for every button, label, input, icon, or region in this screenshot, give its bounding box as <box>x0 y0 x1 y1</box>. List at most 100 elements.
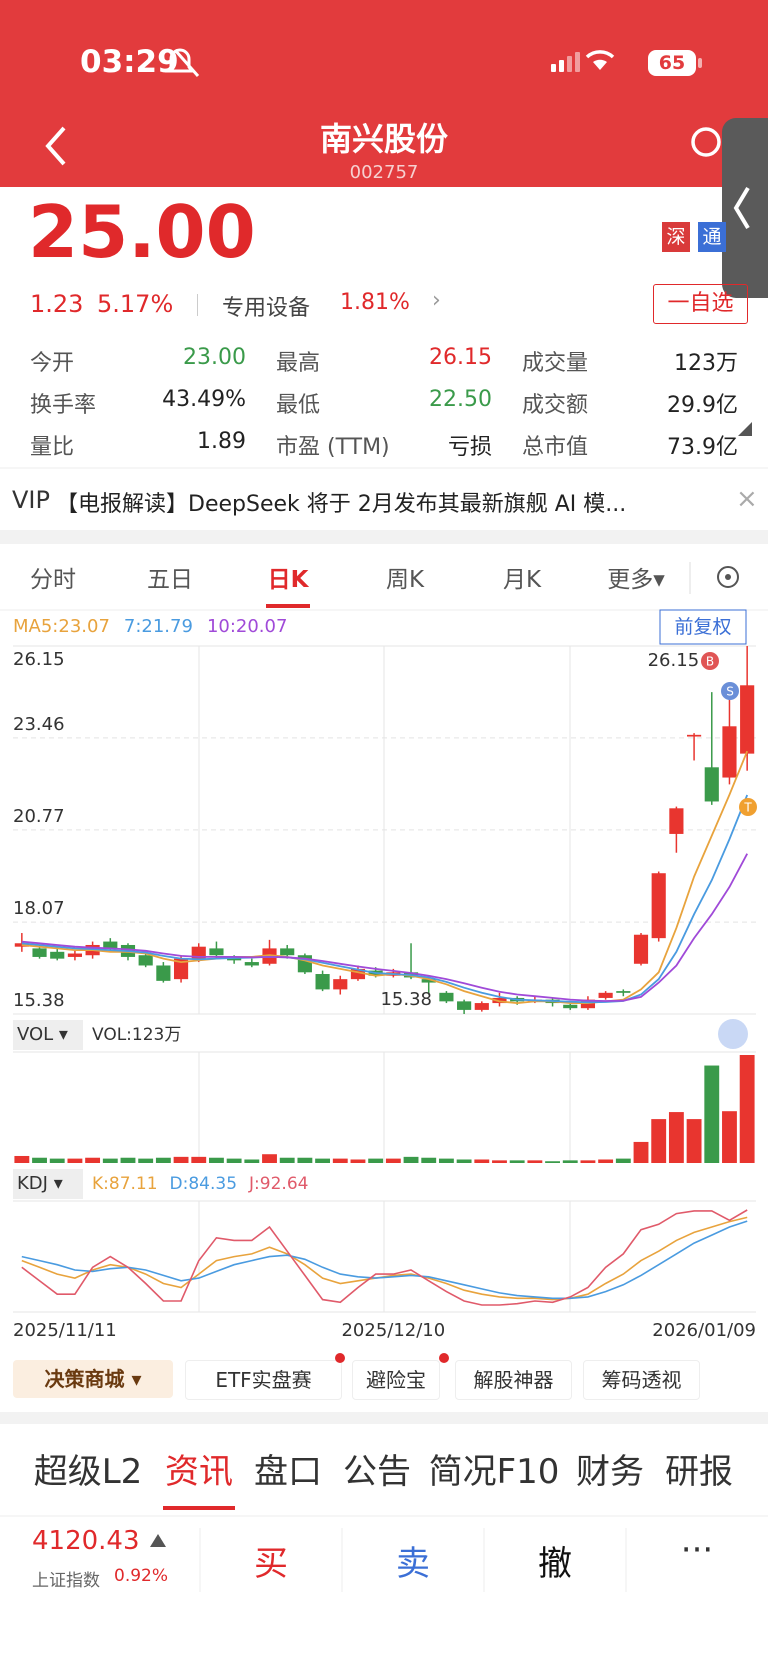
volume-bar <box>739 1055 755 1163</box>
candle-body <box>616 991 631 993</box>
volume-bar <box>474 1159 490 1163</box>
legend-label: 7:21.79 <box>124 616 193 637</box>
volume-bar <box>85 1157 101 1163</box>
candle-body <box>315 974 330 990</box>
status-icons <box>551 50 702 76</box>
volume-bar <box>704 1065 720 1163</box>
volume-selector: VOL ▾ <box>17 1024 68 1045</box>
kdj-line <box>21 1209 748 1306</box>
chart-tab[interactable]: 日K <box>267 567 309 593</box>
stock-name: 南兴股份 <box>319 120 448 158</box>
sell-button[interactable]: 卖 <box>396 1544 430 1584</box>
news-headline[interactable]: 【电报解读】DeepSeek 将于 2月发布其最新旗舰 AI 模... <box>56 492 627 517</box>
fullscreen-button[interactable] <box>718 1019 748 1049</box>
chart-tab[interactable]: 五日 <box>147 567 193 593</box>
news-close[interactable]: × <box>736 484 758 514</box>
stat-value: 亏损 <box>447 435 492 460</box>
volume-bar <box>244 1159 260 1163</box>
candle-body <box>722 726 737 778</box>
volume-bar <box>421 1157 437 1163</box>
stat-label: 最高 <box>276 351 321 376</box>
candle-body <box>350 968 366 980</box>
candle-body <box>32 948 47 957</box>
candle-body <box>156 965 171 981</box>
tool-chip[interactable]: 决策商城 ▾ <box>13 1360 173 1398</box>
more-button[interactable]: ··· <box>680 1530 714 1570</box>
bottom-tab[interactable]: 资讯 <box>165 1452 233 1492</box>
bottom-tab[interactable]: 简况F10 <box>428 1452 560 1492</box>
volume-bar <box>651 1119 667 1163</box>
index-trend-arrow <box>150 1534 166 1547</box>
bottom-tab[interactable]: 公告 <box>343 1452 411 1492</box>
candle-body <box>67 953 82 957</box>
bottom-tab[interactable]: 研报 <box>665 1452 733 1492</box>
chart-tab[interactable]: 月K <box>502 567 542 593</box>
battery-level: 65 <box>658 52 686 74</box>
stat-label: 成交额 <box>522 393 589 418</box>
volume-bar <box>209 1157 224 1163</box>
volume-bar <box>173 1156 189 1163</box>
indicator-selector[interactable] <box>13 1169 83 1199</box>
kdj-line <box>21 1220 748 1300</box>
tool-chip[interactable]: 避险宝 <box>352 1360 440 1400</box>
candle-body <box>687 734 702 737</box>
volume-bar <box>456 1159 472 1163</box>
bottom-tab[interactable]: 超级L2 <box>33 1452 143 1492</box>
volume-bar <box>49 1158 65 1163</box>
tool-chip[interactable]: 解股神器 <box>455 1360 572 1400</box>
footer-separators <box>199 1528 627 1592</box>
volume-bar <box>438 1158 454 1163</box>
stat-value: 123万 <box>674 351 738 376</box>
sector-name[interactable]: 专用设备 <box>222 296 311 321</box>
volume-bar <box>279 1157 295 1163</box>
indicator-selector[interactable] <box>13 1020 83 1050</box>
stat-label: 换手率 <box>30 393 97 418</box>
side-drawer[interactable] <box>722 118 768 298</box>
chart-tab[interactable]: 分时 <box>30 567 76 593</box>
search-button[interactable] <box>691 127 721 157</box>
bottom-tab[interactable]: 财务 <box>576 1452 644 1492</box>
stat-label: 总市值 <box>522 435 589 460</box>
volume-bar <box>545 1161 560 1163</box>
watchlist-button[interactable]: 一自选 <box>653 284 748 324</box>
back-button[interactable] <box>45 126 66 166</box>
volume-bar <box>332 1158 348 1163</box>
volume-bar <box>615 1158 631 1163</box>
trade-marker-label: S <box>726 685 734 699</box>
volume-bar <box>368 1158 384 1163</box>
chart-settings[interactable] <box>717 566 739 588</box>
volume-bar <box>562 1160 578 1163</box>
candle-body <box>244 962 259 966</box>
adjust-button[interactable] <box>659 609 747 645</box>
trade-marker <box>739 798 757 816</box>
adjust-button-label[interactable]: 前复权 <box>674 616 732 638</box>
y-tick-label: 20.77 <box>13 806 65 827</box>
volume-bar <box>350 1159 366 1163</box>
candle-body <box>173 958 189 980</box>
volume-bar <box>385 1158 401 1163</box>
bottom-tab[interactable]: 盘口 <box>254 1452 322 1492</box>
buy-button[interactable]: 买 <box>254 1544 288 1584</box>
chart-frames <box>13 646 756 1313</box>
candle-body <box>138 955 153 966</box>
chart-tab[interactable]: 更多▾ <box>607 567 665 593</box>
tool-chip[interactable]: 筹码透视 <box>583 1360 700 1400</box>
tool-chip[interactable]: ETF实盘赛 <box>185 1360 342 1400</box>
expand-corner <box>738 422 752 436</box>
volume-bar <box>120 1157 136 1163</box>
sector-arrow[interactable]: › <box>432 288 441 313</box>
x-tick-label: 2025/12/10 <box>341 1320 445 1341</box>
volume-bar <box>668 1112 684 1163</box>
section-gap <box>0 530 768 544</box>
volume-bar <box>191 1156 207 1163</box>
stat-label: 市盈 (TTM) <box>276 435 390 460</box>
stat-label: 最低 <box>276 393 321 418</box>
cancel-button[interactable]: 撤 <box>538 1544 572 1584</box>
kdj-legend: D:84.35 <box>170 1174 238 1194</box>
stat-value: 29.9亿 <box>667 393 738 418</box>
chart-tab[interactable]: 周K <box>385 567 425 593</box>
ma-line <box>21 853 748 1002</box>
chart-settings-dot <box>725 574 731 580</box>
active-tab-underline <box>266 604 310 608</box>
